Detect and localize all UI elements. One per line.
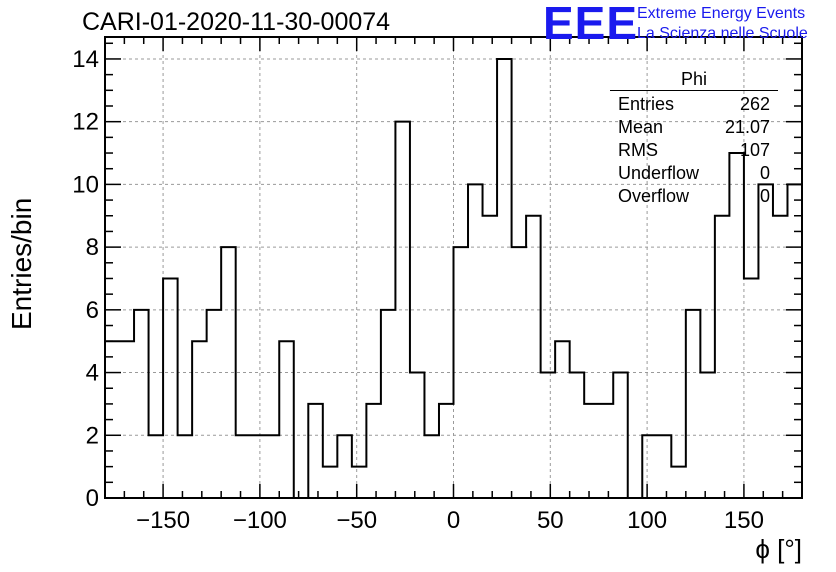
y-tick-label: 8: [86, 234, 99, 261]
histogram-series: [104, 57, 803, 499]
x-tick-label: 100: [627, 507, 667, 534]
y-tick-label: 2: [86, 422, 99, 449]
histogram-bin: [541, 373, 556, 498]
histogram-bin: [613, 373, 628, 498]
y-tick-label: 12: [72, 109, 99, 136]
histogram-bin: [236, 435, 251, 498]
eee-logo-text: Extreme Energy Events La Scienza nelle S…: [637, 4, 808, 44]
axis-ticks: [104, 37, 803, 499]
stats-label: Overflow: [618, 186, 690, 206]
histogram-bin: [700, 373, 715, 498]
stats-row-underflow: Underflow 0: [610, 162, 778, 185]
histogram-bin: [395, 122, 410, 498]
x-tick-label: 50: [537, 507, 564, 534]
histogram-bin: [483, 216, 498, 498]
stats-row-mean: Mean 21.07: [610, 116, 778, 139]
histogram-bin: [323, 467, 338, 498]
histogram-bin: [686, 310, 701, 498]
histogram-bin: [120, 341, 135, 498]
histogram-bin: [773, 216, 788, 498]
logo-line-2: La Scienza nelle Scuole: [637, 25, 808, 42]
histogram-bin: [265, 435, 280, 498]
stats-value: 107: [739, 140, 770, 160]
histogram-bin: [570, 373, 585, 498]
stats-row-overflow: Overflow 0: [610, 185, 778, 208]
histogram-bin: [599, 404, 614, 498]
histogram-bin: [308, 404, 323, 498]
stats-value: 0: [759, 186, 770, 206]
stats-value: 262: [739, 94, 770, 114]
y-tick-label: 14: [72, 46, 99, 73]
stats-row-entries: Entries 262: [610, 93, 778, 116]
stats-label: Underflow: [618, 163, 700, 183]
y-tick-label: 4: [86, 360, 99, 387]
histogram-bin: [366, 404, 381, 498]
histogram-bin: [250, 435, 265, 498]
stats-box: Phi Entries 262 Mean 21.07 RMS 107 Under…: [610, 68, 778, 208]
stats-label: Mean: [618, 117, 664, 137]
eee-logo-mark: EEE: [543, 0, 639, 49]
x-tick-label: −50: [336, 507, 377, 534]
y-tick-label: 6: [86, 297, 99, 324]
histogram-bin: [671, 467, 686, 498]
x-tick-label: −150: [136, 507, 190, 534]
histogram-bin: [410, 373, 425, 498]
stats-box-title: Phi: [610, 68, 778, 91]
histogram-bin: [657, 435, 672, 498]
logo-line-1: Extreme Energy Events: [637, 5, 806, 22]
histogram-bin: [512, 247, 527, 498]
histogram-bin: [555, 341, 570, 498]
histogram-bin: [468, 184, 483, 498]
histogram-bin: [758, 184, 773, 498]
stats-value: 21.07: [724, 117, 770, 137]
stats-row-rms: RMS 107: [610, 139, 778, 162]
tick-labels: −150 −100 −50 0 50 100 150 0 2 4 6 8 10 12 14: [72, 46, 764, 534]
histogram-bin: [526, 216, 541, 498]
histogram-bin: [584, 404, 599, 498]
histogram-bin: [192, 341, 207, 498]
x-axis-label: ϕ [°]: [755, 534, 802, 564]
histogram-bin: [497, 59, 512, 498]
y-tick-label: 0: [86, 485, 99, 512]
histogram-outline: [104, 57, 803, 499]
histogram-bin: [337, 435, 352, 498]
histogram-bin: [221, 247, 236, 498]
histogram-bin: [163, 278, 178, 498]
x-tick-label: 0: [447, 507, 460, 534]
histogram-bin: [207, 310, 222, 498]
y-axis-label-text: Entries/bin: [6, 197, 37, 330]
x-tick-label: 150: [724, 507, 764, 534]
histogram-bin: [744, 278, 759, 498]
stats-label: Entries: [618, 94, 675, 114]
histogram-bin: [424, 435, 439, 498]
histogram-bin: [381, 310, 396, 498]
x-tick-label: −100: [233, 507, 287, 534]
histogram-bin: [352, 467, 367, 498]
y-tick-label: 10: [72, 171, 99, 198]
histogram-bin: [149, 435, 164, 498]
histogram-bin: [642, 435, 657, 498]
histogram-bin: [715, 216, 730, 498]
stats-value: 0: [759, 163, 770, 183]
histogram-bin: [454, 247, 469, 498]
histogram-bin: [178, 435, 193, 498]
chart-title: CARI-01-2020-11-30-00074: [82, 8, 391, 36]
histogram-bin: [439, 404, 454, 498]
stats-label: RMS: [618, 140, 658, 160]
histogram-bin: [279, 341, 294, 498]
histogram-bin: [134, 310, 149, 498]
